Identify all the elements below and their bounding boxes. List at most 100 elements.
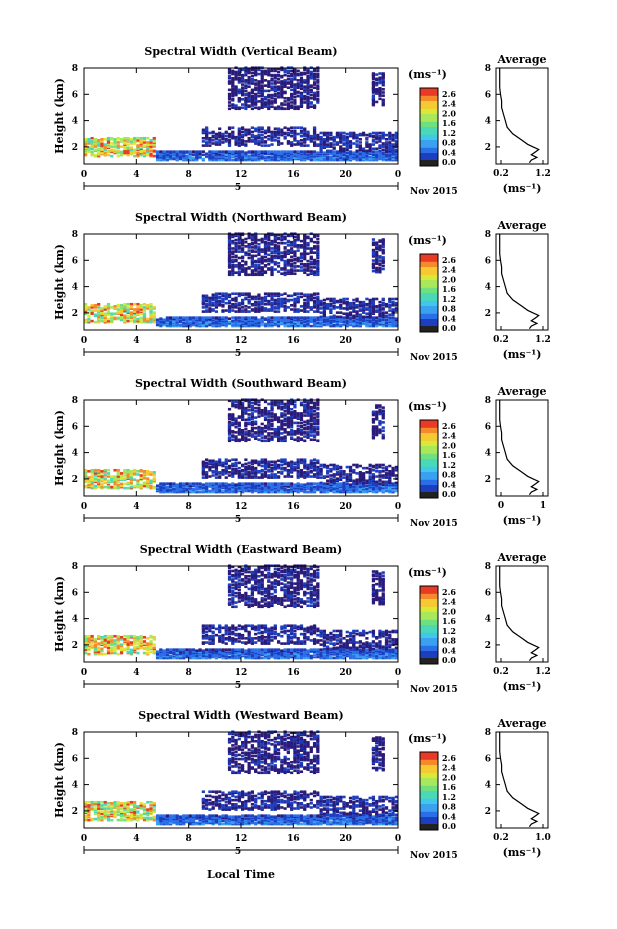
heatmap-cell — [316, 259, 320, 263]
heatmap-cell — [283, 241, 287, 245]
heatmap-cell — [355, 149, 359, 153]
heatmap-cell — [231, 273, 235, 277]
heatmap-cell — [224, 153, 228, 157]
heatmap-cell — [149, 143, 153, 146]
heatmap-cell — [139, 483, 143, 487]
heatmap-cell — [312, 126, 317, 130]
heatmap-cell — [227, 98, 232, 101]
heatmap-cell — [247, 139, 251, 142]
heatmap-cell — [283, 90, 287, 94]
heatmap-cell — [227, 92, 232, 96]
heatmap-cell — [231, 158, 235, 162]
heatmap-cell — [283, 131, 287, 135]
heatmap-cell — [244, 89, 248, 93]
heatmap-cell — [250, 88, 255, 92]
heatmap-cell — [381, 131, 385, 135]
heatmap-cell — [152, 477, 156, 480]
heatmap-cell — [218, 127, 222, 131]
heatmap-cell — [221, 321, 225, 325]
heatmap-cell — [267, 144, 271, 147]
heatmap-cell — [123, 474, 127, 477]
heatmap-cell — [299, 471, 304, 474]
heatmap-cell — [254, 485, 258, 489]
heatmap-cell — [316, 81, 320, 84]
heatmap-cell — [191, 156, 196, 160]
heatmap-cell — [231, 469, 235, 473]
colorbar-tick-label: 2.4 — [442, 265, 456, 275]
heatmap-cell — [241, 255, 245, 259]
heatmap-cell — [365, 312, 369, 316]
heatmap-cell — [280, 303, 284, 307]
heatmap-cell — [214, 150, 219, 153]
heatmap-cell — [290, 72, 294, 76]
heatmap-cell — [316, 318, 320, 322]
heatmap-cell — [312, 72, 317, 76]
heatmap-cell — [182, 321, 186, 325]
heatmap-cell — [358, 303, 362, 307]
heatmap-cell — [90, 150, 94, 154]
heatmap-cell — [267, 294, 271, 298]
heatmap-cell — [362, 147, 366, 151]
heatmap-cell — [303, 150, 307, 153]
heatmap-cell — [378, 79, 382, 83]
heatmap-cell — [146, 307, 150, 310]
heatmap-cell — [254, 471, 258, 474]
heatmap-cell — [290, 234, 294, 238]
heatmap-cell — [250, 308, 255, 311]
heatmap-cell — [126, 319, 130, 323]
heatmap-cell — [263, 79, 268, 82]
day-label: 5 — [235, 349, 241, 359]
heatmap-cell — [381, 88, 385, 91]
heatmap-cell — [339, 145, 343, 148]
heatmap-cell — [241, 476, 245, 479]
heatmap-cell — [312, 233, 317, 237]
heatmap-cell — [231, 319, 235, 323]
heatmap-cell — [276, 265, 281, 268]
heatmap-cell — [149, 139, 153, 142]
heatmap-cell — [326, 475, 330, 478]
heatmap-cell — [87, 137, 91, 141]
heatmap-cell — [214, 468, 219, 472]
y-tick-label: 4 — [72, 283, 78, 293]
heatmap-cell — [250, 258, 255, 262]
heatmap-cell — [303, 298, 307, 302]
heatmap-cell — [381, 72, 385, 75]
colorbar-swatch — [420, 269, 438, 273]
heatmap-cell — [273, 150, 277, 153]
heatmap-cell — [276, 310, 281, 313]
heatmap-cell — [280, 482, 284, 485]
heatmap-cell — [257, 90, 261, 94]
heatmap-cell — [231, 126, 235, 130]
heatmap-cell — [201, 306, 205, 309]
heatmap-cell — [348, 142, 353, 145]
heatmap-cell — [146, 141, 150, 144]
heatmap-cell — [273, 302, 277, 306]
heatmap-cell — [276, 241, 281, 245]
heatmap-cell — [309, 150, 313, 153]
heatmap-cell — [241, 298, 245, 302]
heatmap-cell — [355, 140, 359, 143]
heatmap-cell — [123, 316, 127, 320]
heatmap-cell — [312, 67, 317, 71]
heatmap-cell — [286, 316, 290, 319]
heatmap-cell — [270, 270, 274, 273]
heatmap-cell — [290, 240, 294, 244]
heatmap-cell — [290, 129, 294, 133]
heatmap-cell — [201, 150, 205, 153]
heatmap-cell — [381, 98, 385, 102]
heatmap-cell — [276, 245, 281, 248]
heatmap-cell — [237, 237, 241, 241]
heatmap-cell — [263, 150, 268, 153]
heatmap-cell — [103, 485, 107, 489]
heatmap-cell — [296, 132, 300, 136]
heatmap-cell — [234, 241, 238, 245]
y-tick-label: 6 — [72, 90, 78, 100]
heatmap-cell — [355, 306, 359, 309]
heatmap-cell — [93, 153, 98, 157]
heatmap-cell — [352, 319, 356, 323]
colorbar-swatch — [420, 127, 438, 131]
heatmap-cell — [276, 297, 281, 301]
avg-unit: (ms⁻¹) — [503, 182, 542, 195]
heatmap-cell — [90, 142, 94, 145]
heatmap-cell — [205, 316, 209, 319]
